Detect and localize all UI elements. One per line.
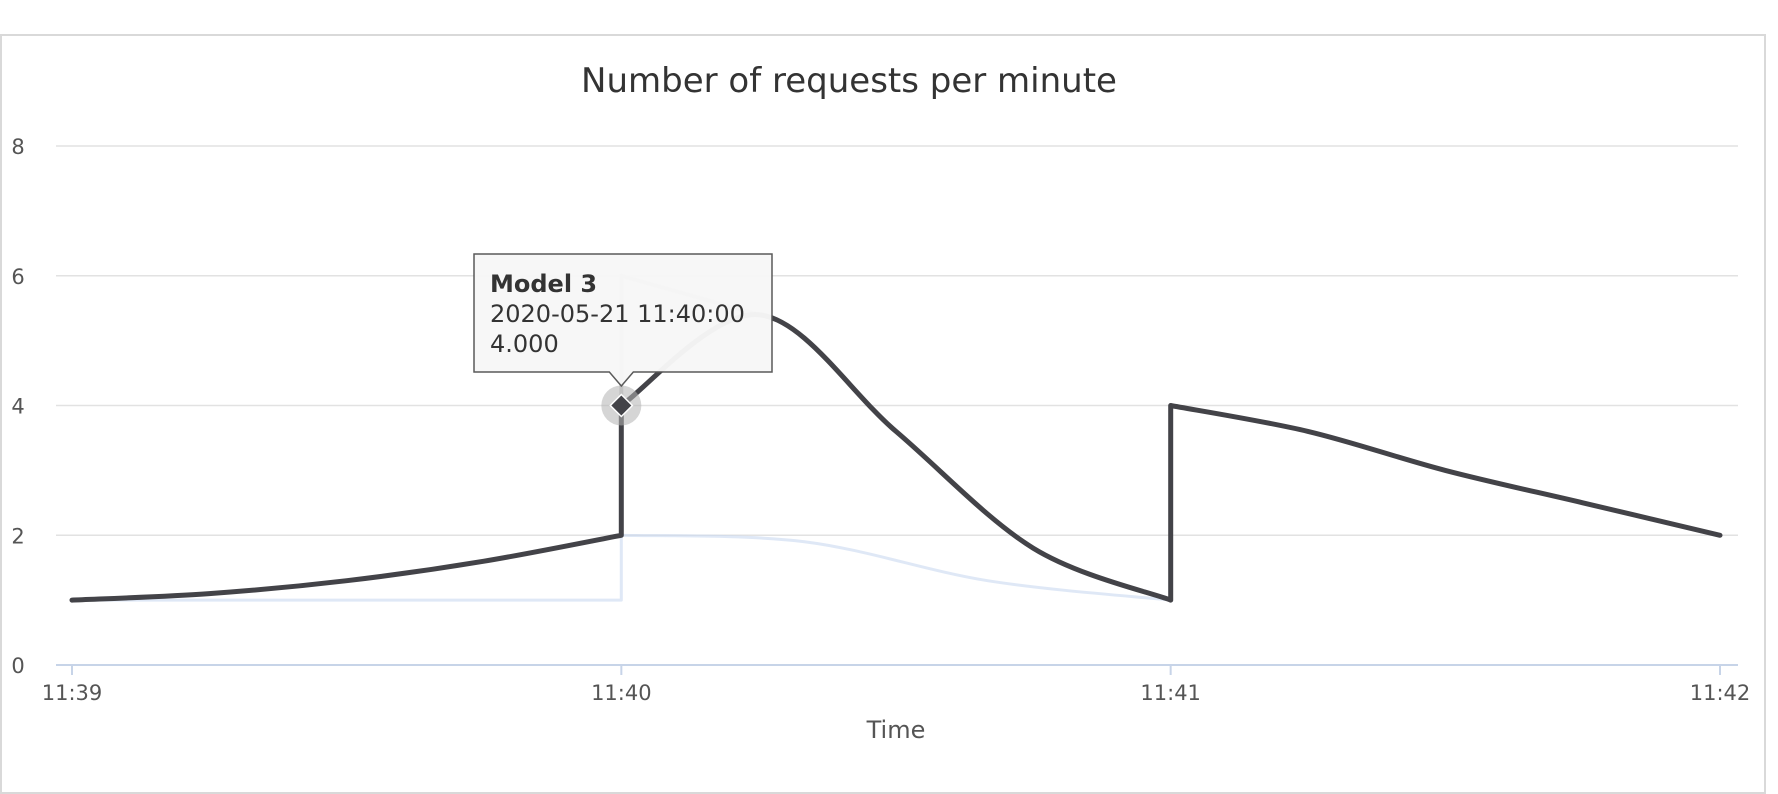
y-tick-label-8: 8 (11, 135, 24, 159)
hover-marker-diamond[interactable] (609, 393, 634, 418)
axis-layer: 0 2 4 6 8 11:39 11:40 11:41 11:42 (11, 135, 1750, 705)
chart-panel (0, 34, 1766, 794)
tooltip-box (473, 253, 773, 388)
marker-layer[interactable] (601, 385, 642, 426)
tooltip-series-name: Model 3 (490, 270, 597, 298)
x-tick-label-11-41: 11:41 (1140, 681, 1201, 705)
series-layer (69, 273, 1723, 603)
x-tick-label-11-40: 11:40 (591, 681, 652, 705)
tooltip-value: 4.000 (490, 330, 559, 358)
series-faint-line (72, 533, 1171, 602)
series-model-3-line (69, 312, 1723, 603)
y-tick-label-2: 2 (11, 524, 24, 548)
requests-per-minute-chart: 0 2 4 6 8 11:39 11:40 11:41 11:42 Model 32020-05… (11, 61, 1750, 744)
x-tick-label-11-39: 11:39 (42, 681, 103, 705)
chart-title: Number of requests per minute (581, 61, 1117, 101)
grid-layer (56, 145, 1738, 536)
tooltip-timestamp: 2020-05-21 11:40:00 (490, 300, 745, 328)
y-tick-label-4: 4 (11, 395, 24, 419)
x-axis-title: Time (866, 716, 926, 744)
y-tick-label-0: 0 (11, 654, 24, 678)
x-tick-label-11-42: 11:42 (1690, 681, 1751, 705)
y-tick-label-6: 6 (11, 265, 24, 289)
